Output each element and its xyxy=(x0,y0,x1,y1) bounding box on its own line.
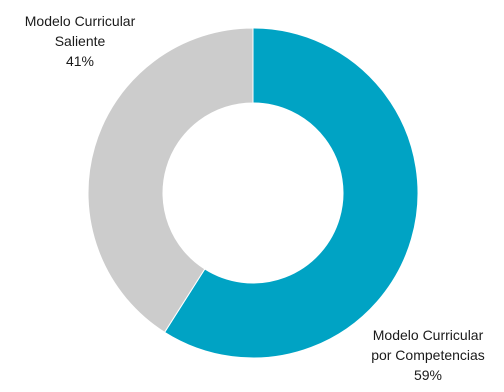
slice-label-0: Modelo Curricular por Competencias 59% xyxy=(371,327,485,383)
slice-label-1-line-1: Saliente xyxy=(55,33,106,49)
slice-label-1: Modelo Curricular Saliente 41% xyxy=(25,13,136,69)
slice-label-0-line-0: Modelo Curricular xyxy=(373,327,484,343)
slice-label-0-line-1: por Competencias xyxy=(371,347,485,363)
donut-slices xyxy=(87,27,419,359)
slice-label-1-line-2: 41% xyxy=(66,53,94,69)
donut-slice-1 xyxy=(87,27,254,334)
donut-slice-0 xyxy=(163,27,419,359)
slice-label-0-line-2: 59% xyxy=(414,367,442,383)
slice-label-1-line-0: Modelo Curricular xyxy=(25,13,136,29)
